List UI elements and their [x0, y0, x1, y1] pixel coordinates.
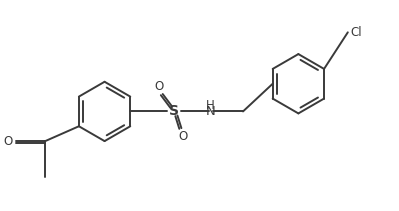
- Text: S: S: [169, 104, 179, 118]
- Text: O: O: [4, 135, 13, 147]
- Text: Cl: Cl: [350, 26, 361, 39]
- Text: N: N: [206, 105, 215, 118]
- Text: O: O: [178, 130, 188, 143]
- Text: H: H: [206, 99, 215, 112]
- Text: O: O: [154, 80, 164, 93]
